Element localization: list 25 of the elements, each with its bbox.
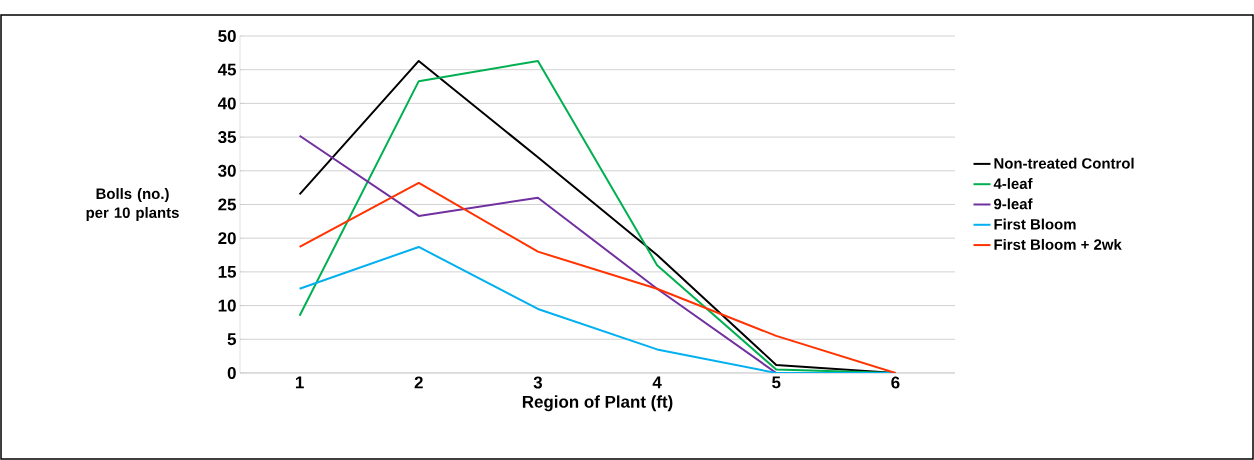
x-tick-label: 1 [295,376,304,389]
x-tick-label: 4 [652,376,662,389]
line-series [298,181,897,373]
y-tick-label: 45 [217,63,237,76]
x-tick-label: 2 [414,376,423,389]
y-tick-label: 40 [217,97,236,110]
y-tick-label: 20 [218,232,236,245]
y-tick-label: 15 [218,265,237,278]
y-tick-label: 0 [227,366,236,379]
legend-label: First Bloom + 2wk [994,238,1122,250]
x-tick-label: 5 [772,376,781,389]
x-tick-label: 3 [533,376,543,389]
y-tick-label: 35 [218,131,237,144]
legend-label: Non-treated Control [994,157,1134,169]
x-tick-label: 6 [891,376,900,389]
y-tick-label: 5 [227,333,237,346]
legend-label: 9-leaf [994,198,1033,210]
y-tick-label: 30 [218,164,236,177]
x-axis-title: Region of Plant (ft) [522,395,673,412]
y-tick-label: 50 [218,29,236,42]
legend-label: First Bloom [994,218,1076,230]
y-tick-label: 25 [218,198,237,211]
y-tick-label: 10 [218,299,236,312]
legend-label: 4-leaf [993,178,1033,189]
y-axis-title: Bolls (no.) per 10 plants [86,188,179,221]
